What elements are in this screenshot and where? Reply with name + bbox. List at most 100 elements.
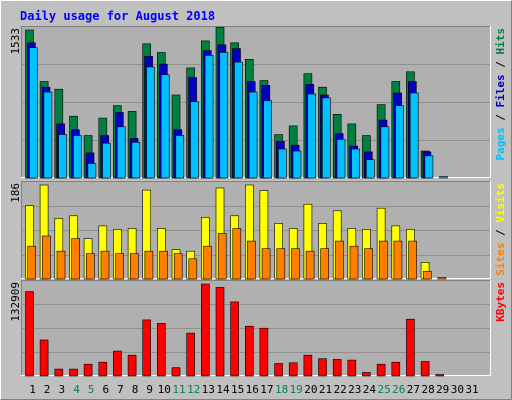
bar-kbytes-day-12 [186,332,195,377]
bar-kbytes-day-19 [288,362,298,377]
legend-part-2: Visits [494,183,507,223]
x-tick-label-23: 23 [348,383,361,396]
bar-sites-day-19 [291,248,300,280]
bar-kbytes-day-28 [420,361,430,377]
bar-kbytes-day-14 [215,287,225,377]
bar-sites-day-24 [364,248,373,280]
bar-kbytes-day-22 [332,359,342,377]
x-tick-label-8: 8 [132,383,139,396]
x-tick-label-20: 20 [304,383,317,396]
bar-pages-day-19 [292,150,302,179]
x-tick-label-28: 28 [421,383,434,396]
bar-kbytes-day-9 [142,319,151,377]
kbytes-panel: 132909 KBytes [9,280,507,377]
x-tick-label-29: 29 [436,383,449,396]
bar-pages-day-24 [365,159,375,179]
x-tick-label-9: 9 [146,383,153,396]
series-sites [27,228,447,280]
bar-pages-day-7 [116,126,126,179]
bar-pages-day-28 [424,155,434,179]
bar-kbytes-day-20 [303,354,313,377]
bar-kbytes-day-1 [25,291,34,377]
bar-sites-day-5 [86,253,95,280]
bar-pages-day-13 [204,55,214,179]
bar-sites-day-16 [247,240,256,280]
x-tick-label-30: 30 [451,383,464,396]
bar-sites-day-17 [261,248,271,280]
y-max-label: 186 [9,183,22,203]
bar-sites-day-11 [173,253,183,280]
x-tick-label-13: 13 [202,383,215,396]
bar-pages-day-20 [307,93,317,179]
bar-pages-day-26 [395,105,404,179]
bar-sites-day-23 [349,245,359,280]
bar-pages-day-2 [43,91,53,179]
bar-sites-day-10 [159,250,168,280]
legend-part-0: Pages [494,127,507,160]
x-tick-label-15: 15 [231,383,244,396]
bar-sites-day-8 [130,253,139,280]
y-max-label: 1533 [9,28,22,55]
bar-kbytes-day-29 [435,374,445,377]
legend-part-0: KBytes [494,282,507,322]
bar-kbytes-day-17 [259,327,269,377]
bar-sites-day-6 [100,250,110,280]
bar-kbytes-day-15 [230,301,239,377]
bar-pages-day-29 [439,176,448,179]
bar-sites-day-9 [144,250,154,280]
bar-sites-day-20 [305,250,315,280]
series-kbytes [25,283,445,377]
bar-sites-day-21 [320,248,330,280]
bar-sites-day-18 [276,248,286,280]
legend-label: Sites / Visits [494,183,507,276]
bar-pages-day-14 [219,52,229,179]
x-tick-label-22: 22 [334,383,347,396]
x-tick-label-16: 16 [246,383,259,396]
bar-kbytes-day-16 [245,325,254,377]
legend-part-1: / [494,223,507,243]
legend-part-1: / [494,108,507,128]
x-tick-label-7: 7 [117,383,124,396]
x-tick-label-3: 3 [58,383,65,396]
bar-sites-day-15 [232,228,242,280]
x-tick-label-24: 24 [363,383,377,396]
bar-pages-day-10 [160,74,170,179]
bar-sites-day-13 [203,245,212,280]
legend-part-0: Sites [494,243,507,276]
bar-pages-day-23 [351,148,360,179]
legend-label: Pages / Files / Hits [494,28,507,161]
y-max-label: 132909 [9,282,22,322]
x-tick-label-1: 1 [29,383,36,396]
bar-sites-day-3 [56,250,66,280]
bar-kbytes-day-13 [201,283,210,377]
x-tick-label-4: 4 [73,383,80,396]
bar-kbytes-day-23 [347,359,357,377]
bar-kbytes-day-27 [406,318,415,377]
bar-sites-day-29 [437,277,447,280]
x-tick-label-2: 2 [44,383,51,396]
bar-pages-day-17 [263,100,273,179]
x-tick-label-5: 5 [88,383,95,396]
bar-pages-day-3 [58,134,67,179]
bar-kbytes-day-3 [54,368,64,377]
bar-kbytes-day-7 [113,350,122,377]
series-pages [28,47,448,179]
x-tick-label-10: 10 [158,383,171,396]
x-tick-label-11: 11 [172,383,185,396]
bar-sites-day-12 [188,258,198,280]
bar-pages-day-21 [321,97,331,179]
bar-kbytes-day-10 [157,323,166,377]
bar-pages-day-8 [131,142,141,179]
bar-pages-day-6 [102,142,111,179]
bar-pages-day-16 [248,91,258,179]
legend-label: KBytes [494,282,507,322]
bar-kbytes-day-5 [83,363,93,377]
bar-kbytes-day-24 [362,372,371,377]
bar-pages-day-18 [278,148,287,179]
x-tick-label-6: 6 [102,383,109,396]
x-tick-label-19: 19 [290,383,303,396]
bar-kbytes-day-4 [69,368,78,377]
bar-kbytes-day-26 [391,361,401,377]
